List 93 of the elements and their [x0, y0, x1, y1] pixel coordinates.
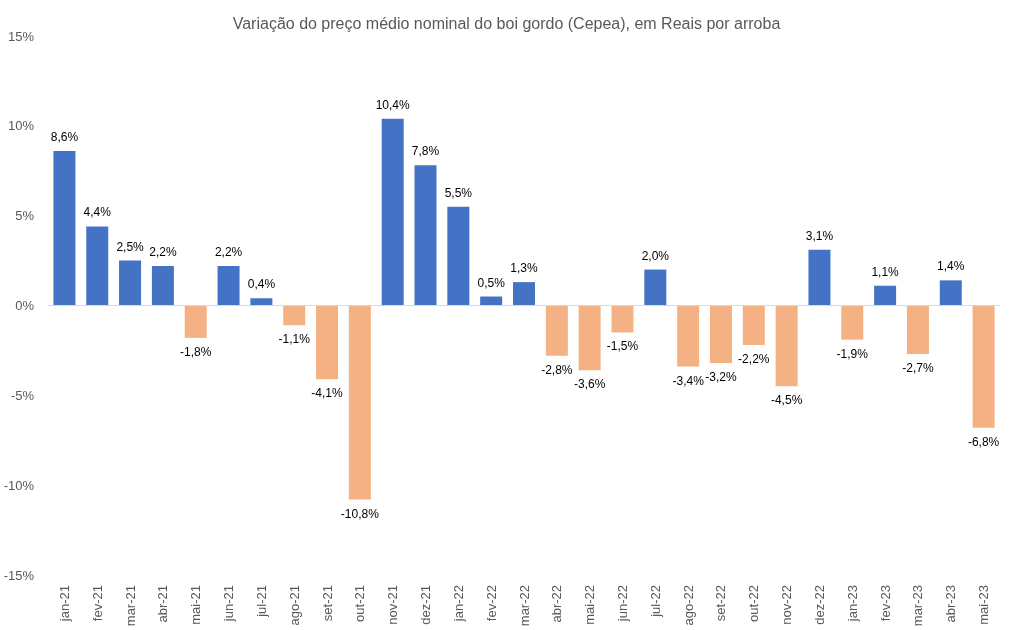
x-tick-label: nov-22 [779, 585, 795, 625]
data-label: 1,3% [510, 261, 538, 276]
data-label: 7,8% [411, 144, 440, 159]
bar [578, 305, 601, 371]
x-tick-label: jul-21 [253, 585, 269, 618]
bar [119, 260, 142, 306]
data-label: 2,2% [214, 244, 243, 259]
data-label: -1,5% [606, 339, 639, 354]
bar [545, 305, 568, 356]
x-tick-label: jun-22 [614, 585, 630, 623]
x-tick-label: abr-23 [943, 585, 959, 623]
x-tick-label: abr-21 [155, 585, 171, 623]
data-label: -1,1% [278, 332, 311, 347]
data-label: 3,1% [805, 228, 834, 243]
x-tick-label: jan-23 [844, 585, 860, 623]
data-label: -3,6% [573, 377, 606, 392]
data-label: -10,8% [340, 506, 380, 521]
x-tick-label: fev-23 [877, 585, 893, 622]
data-label: -2,8% [541, 362, 573, 377]
bar [775, 305, 798, 387]
bar [414, 165, 437, 306]
data-label: 2,5% [116, 239, 145, 254]
bar [906, 305, 929, 355]
bar [742, 305, 765, 346]
x-tick-label: mai-21 [188, 585, 204, 625]
x-tick-label: ago-21 [286, 585, 302, 626]
data-label: 1,4% [937, 259, 965, 274]
x-tick-label: jun-21 [221, 585, 237, 623]
x-tick-label: out-22 [746, 585, 762, 622]
bar [709, 305, 732, 363]
data-label: -3,4% [672, 373, 705, 388]
y-tick-label: -15% [3, 567, 35, 583]
bar [611, 305, 634, 333]
data-label: -4,5% [770, 393, 803, 408]
data-label: 10,4% [375, 97, 411, 112]
bar [86, 226, 109, 306]
x-tick-label: nov-21 [385, 585, 401, 625]
x-tick-label: mai-22 [582, 585, 598, 625]
y-tick-label: 5% [15, 208, 35, 224]
data-label: 5,5% [444, 185, 473, 200]
bar [283, 305, 306, 326]
data-label: 0,5% [477, 275, 506, 290]
data-label: -3,2% [705, 369, 737, 384]
x-tick-label: set-21 [319, 585, 335, 622]
bar [316, 305, 339, 380]
data-label: 1,1% [871, 264, 900, 279]
x-tick-label: abr-22 [549, 585, 565, 623]
bar [972, 305, 995, 428]
y-tick-label: -5% [10, 387, 35, 403]
x-tick-label: mar-22 [516, 585, 532, 627]
bar [381, 118, 404, 306]
data-label: 8,6% [50, 129, 79, 144]
bar [644, 269, 667, 306]
x-tick-label: mar-23 [910, 585, 926, 627]
data-label: -6,8% [967, 434, 1000, 449]
chart-title: Variação do preço médio nominal do boi gordo (Cepea), em Reais por arroba [232, 14, 781, 32]
data-label: 2,0% [641, 248, 670, 263]
x-tick-label: set-22 [713, 585, 729, 622]
bar [841, 305, 864, 340]
x-tick-label: jan-22 [450, 585, 466, 623]
x-tick-label: fev-21 [89, 585, 105, 622]
data-label: 4,4% [83, 205, 112, 220]
data-label: 2,2% [149, 244, 177, 259]
data-label: 0,4% [247, 277, 276, 292]
y-tick-label: -10% [3, 477, 35, 493]
bar [939, 280, 962, 306]
data-label: -1,8% [180, 344, 212, 359]
x-tick-label: jan-21 [56, 585, 72, 623]
bar [151, 265, 174, 306]
x-tick-label: mai-23 [976, 585, 992, 625]
x-tick-label: ago-22 [680, 585, 696, 626]
data-label: -4,1% [311, 386, 344, 401]
y-tick-label: 15% [7, 28, 35, 44]
bar [184, 305, 207, 338]
data-label: -2,7% [902, 361, 934, 376]
x-tick-label: mar-21 [122, 585, 138, 627]
bar [217, 265, 240, 306]
y-tick-label: 0% [15, 298, 35, 313]
bar [513, 282, 535, 306]
bar [677, 305, 700, 367]
x-tick-label: dez-21 [418, 585, 434, 625]
bar [53, 150, 76, 306]
x-tick-label: jul-22 [647, 585, 663, 618]
bar [874, 285, 897, 306]
x-tick-label: fev-22 [483, 585, 499, 622]
y-tick-label: 10% [7, 118, 35, 134]
bar [348, 305, 371, 500]
bar [808, 249, 831, 306]
data-label: -2,2% [738, 352, 770, 367]
bar [447, 206, 470, 306]
x-tick-label: out-21 [352, 585, 368, 622]
x-tick-label: dez-22 [811, 585, 827, 625]
data-label: -1,9% [836, 346, 869, 361]
